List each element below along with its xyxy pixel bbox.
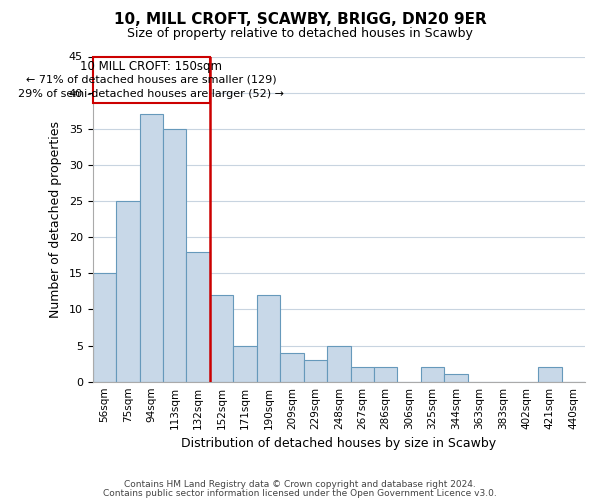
Bar — [187, 252, 210, 382]
Bar — [304, 360, 327, 382]
Text: 10, MILL CROFT, SCAWBY, BRIGG, DN20 9ER: 10, MILL CROFT, SCAWBY, BRIGG, DN20 9ER — [113, 12, 487, 28]
Text: 29% of semi-detached houses are larger (52) →: 29% of semi-detached houses are larger (… — [18, 89, 284, 99]
Bar — [445, 374, 468, 382]
Bar — [280, 353, 304, 382]
Bar — [538, 367, 562, 382]
Bar — [92, 56, 210, 104]
X-axis label: Distribution of detached houses by size in Scawby: Distribution of detached houses by size … — [181, 437, 496, 450]
Bar — [421, 367, 445, 382]
Y-axis label: Number of detached properties: Number of detached properties — [49, 120, 62, 318]
Text: ← 71% of detached houses are smaller (129): ← 71% of detached houses are smaller (12… — [26, 75, 277, 85]
Bar — [163, 129, 187, 382]
Text: 10 MILL CROFT: 150sqm: 10 MILL CROFT: 150sqm — [80, 60, 222, 74]
Bar — [350, 367, 374, 382]
Bar — [92, 274, 116, 382]
Text: Contains public sector information licensed under the Open Government Licence v3: Contains public sector information licen… — [103, 488, 497, 498]
Text: Size of property relative to detached houses in Scawby: Size of property relative to detached ho… — [127, 28, 473, 40]
Bar — [210, 295, 233, 382]
Bar — [257, 295, 280, 382]
Bar — [327, 346, 350, 382]
Bar — [233, 346, 257, 382]
Text: Contains HM Land Registry data © Crown copyright and database right 2024.: Contains HM Land Registry data © Crown c… — [124, 480, 476, 489]
Bar — [140, 114, 163, 382]
Bar — [374, 367, 397, 382]
Bar — [116, 201, 140, 382]
